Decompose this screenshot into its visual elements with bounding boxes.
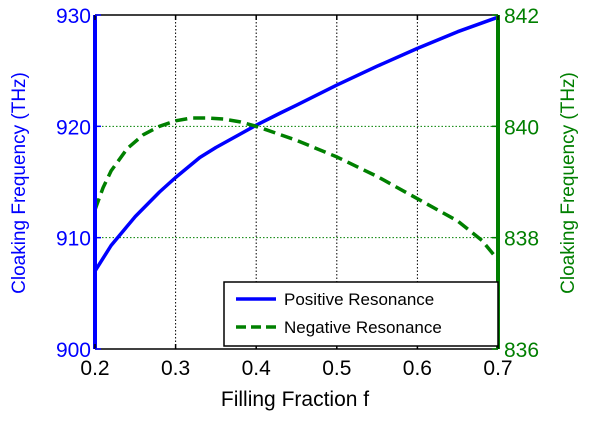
x-tick-label: 0.2	[80, 357, 109, 380]
x-tick-label: 0.5	[322, 357, 351, 380]
x-tick-label: 0.6	[403, 357, 432, 380]
y-axis-label-right: Cloaking Frequency (THz)	[558, 72, 579, 294]
legend: Positive Resonance Negative Resonance	[223, 281, 499, 347]
series-line-positive-resonance	[93, 15, 499, 273]
y-tick-label-right: 842	[504, 5, 539, 28]
x-axis-label: Filling Fraction f	[221, 388, 369, 411]
y-tick-label-left: 900	[56, 339, 91, 362]
y-tick-label-right: 840	[504, 116, 539, 139]
x-tick-label: 0.4	[242, 357, 272, 380]
y-axis-label-left: Cloaking Frequency (THz)	[9, 72, 30, 294]
legend-box	[223, 281, 499, 347]
y-tick-label-right: 838	[504, 228, 539, 251]
y-tick-label-left: 920	[56, 116, 91, 139]
legend-label-positive: Positive Resonance	[284, 290, 434, 309]
ticks: 0.2 0.3 0.4 0.5 0.6 0.7 900 910 920 930 836 838 840 8…	[56, 5, 539, 380]
legend-label-negative: Negative Resonance	[284, 318, 442, 337]
x-tick-label: 0.3	[161, 357, 190, 380]
y-tick-label-left: 930	[56, 5, 91, 28]
series-line-negative-resonance	[93, 116, 500, 262]
y-tick-label-right: 836	[504, 339, 539, 362]
series-layer	[93, 15, 500, 273]
x-tick-label: 0.7	[483, 357, 512, 380]
y-tick-label-left: 910	[56, 228, 91, 251]
